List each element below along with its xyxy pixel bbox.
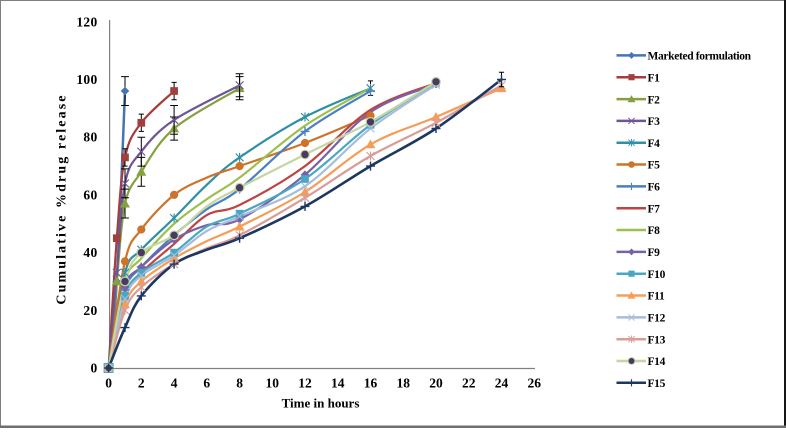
svg-text:F5: F5 — [648, 160, 661, 172]
svg-text:80: 80 — [83, 130, 97, 145]
svg-text:0: 0 — [105, 376, 112, 391]
svg-text:40: 40 — [83, 245, 97, 260]
svg-text:20: 20 — [83, 303, 97, 318]
svg-text:10: 10 — [266, 376, 280, 391]
svg-text:12: 12 — [298, 376, 312, 391]
svg-text:20: 20 — [429, 376, 443, 391]
svg-text:F14: F14 — [648, 356, 666, 368]
svg-text:14: 14 — [331, 376, 345, 391]
svg-text:F2: F2 — [648, 94, 661, 106]
svg-text:F9: F9 — [648, 247, 661, 259]
svg-text:4: 4 — [171, 376, 178, 391]
svg-text:F15: F15 — [648, 378, 666, 390]
svg-text:F8: F8 — [648, 225, 661, 237]
svg-text:26: 26 — [527, 376, 541, 391]
svg-text:F13: F13 — [648, 334, 666, 346]
svg-text:F3: F3 — [648, 116, 661, 128]
svg-text:6: 6 — [203, 376, 210, 391]
svg-text:60: 60 — [83, 187, 97, 202]
svg-text:16: 16 — [364, 376, 378, 391]
svg-text:2: 2 — [138, 376, 145, 391]
svg-text:18: 18 — [397, 376, 411, 391]
svg-text:Marketed formulation: Marketed formulation — [648, 51, 752, 63]
svg-text:F4: F4 — [648, 138, 661, 150]
svg-text:120: 120 — [76, 14, 97, 29]
svg-text:F10: F10 — [648, 269, 666, 281]
svg-text:0: 0 — [90, 361, 97, 376]
svg-text:F12: F12 — [648, 313, 666, 325]
svg-text:F1: F1 — [648, 72, 661, 84]
svg-text:Cumulative %drug release: Cumulative %drug release — [55, 93, 70, 304]
svg-text:22: 22 — [462, 376, 476, 391]
svg-text:Time in hours: Time in hours — [282, 396, 360, 411]
svg-text:100: 100 — [76, 72, 97, 87]
svg-text:8: 8 — [236, 376, 243, 391]
svg-text:F6: F6 — [648, 182, 661, 194]
svg-text:F11: F11 — [648, 291, 665, 303]
svg-text:24: 24 — [495, 376, 509, 391]
svg-text:F7: F7 — [648, 203, 661, 215]
